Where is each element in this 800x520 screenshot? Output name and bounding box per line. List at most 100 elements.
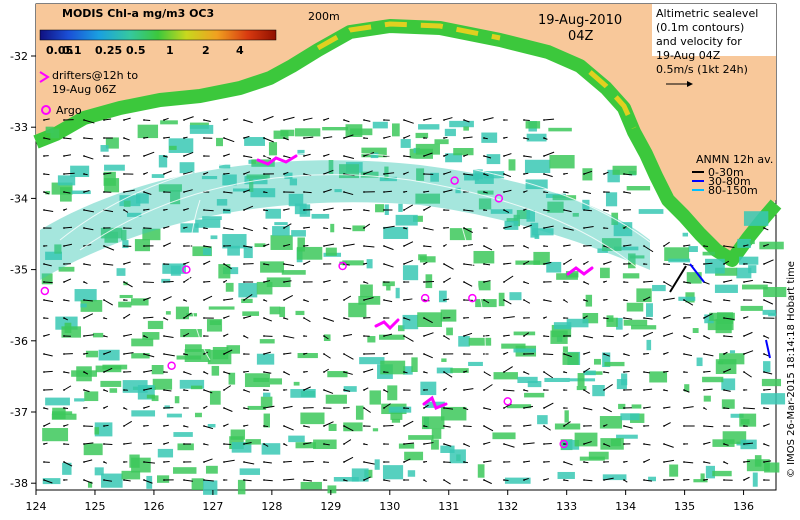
vector-origin	[83, 119, 85, 121]
chl-patch	[548, 127, 572, 132]
vector-origin	[603, 173, 605, 175]
chl-patch	[288, 435, 305, 443]
vector-origin	[403, 353, 405, 355]
vector-origin	[503, 209, 505, 211]
vector-origin	[223, 479, 225, 481]
chl-patch	[134, 239, 151, 252]
colorbar-tick-6: 4	[236, 44, 244, 57]
vector-origin	[43, 209, 45, 211]
chl-patch	[622, 273, 640, 279]
velocity-vector	[643, 317, 653, 320]
argo-markers	[40, 176, 568, 449]
vector-origin	[403, 137, 405, 139]
chl-patch	[279, 306, 286, 318]
vector-origin	[263, 263, 265, 265]
velocity-vector	[543, 425, 551, 431]
velocity-vector	[763, 371, 773, 375]
vector-origin	[323, 191, 325, 193]
chl-patch	[629, 255, 645, 259]
velocity-vector	[83, 334, 94, 337]
velocity-vector	[643, 458, 651, 463]
velocity-vector	[223, 298, 234, 301]
vector-origin	[383, 245, 385, 247]
coastal-high-chl	[316, 21, 637, 130]
vector-origin	[243, 389, 245, 391]
colorbar-tick-1: 0.1	[62, 44, 82, 57]
chl-patch	[417, 312, 443, 327]
chl-patch	[748, 265, 757, 274]
vector-origin	[43, 407, 45, 409]
vector-origin	[123, 407, 125, 409]
velocity-vector	[643, 245, 654, 253]
vector-origin	[423, 425, 425, 427]
x-tick-label-134: 134	[615, 500, 636, 513]
velocity-vector	[623, 425, 633, 429]
velocity-vector	[583, 226, 594, 229]
chl-patch	[440, 309, 457, 322]
velocity-vector	[363, 245, 375, 248]
chl-patch	[736, 267, 752, 279]
vector-origin	[363, 461, 365, 463]
chl-patch	[501, 343, 526, 349]
chl-patch	[190, 385, 203, 390]
velocity-vector	[363, 461, 375, 465]
vector-origin	[763, 281, 765, 283]
vector-origin	[63, 263, 65, 265]
velocity-vector	[563, 461, 573, 466]
vector-origin	[83, 263, 85, 265]
vector-origin	[463, 461, 465, 463]
chl-patch	[231, 442, 252, 453]
chl-patch	[631, 404, 642, 409]
velocity-vector	[123, 117, 131, 121]
velocity-vector	[443, 371, 453, 378]
vector-origin	[563, 407, 565, 409]
velocity-vector	[43, 173, 50, 176]
vector-origin	[423, 173, 425, 175]
vector-origin	[403, 461, 405, 463]
vector-origin	[523, 371, 525, 373]
x-axis: 124 125 126 127 128 129 130 131 132 133 134 135 136	[26, 490, 754, 513]
chl-patch	[759, 241, 784, 250]
chl-patch	[649, 371, 668, 383]
vector-origin	[663, 281, 665, 283]
vector-origin	[143, 353, 145, 355]
vector-origin	[463, 227, 465, 229]
vector-origin	[423, 353, 425, 355]
velocity-vector	[83, 313, 94, 319]
vector-origin	[283, 263, 285, 265]
velocity-vector	[283, 371, 291, 376]
velocity-vector	[223, 153, 230, 157]
chl-patch	[602, 352, 611, 368]
vector-origin	[623, 407, 625, 409]
velocity-vector	[103, 209, 114, 213]
chl-patch	[729, 350, 736, 354]
chl-patch	[189, 124, 214, 134]
vector-origin	[263, 119, 265, 121]
vector-origin	[43, 335, 45, 337]
chl-patch	[715, 267, 738, 276]
velocity-vector	[423, 353, 433, 359]
chl-patch	[207, 423, 216, 428]
vector-origin	[263, 209, 265, 211]
velocity-vector	[403, 458, 411, 463]
vector-origin	[743, 245, 745, 247]
vector-origin	[303, 191, 305, 193]
vector-origin	[623, 299, 625, 301]
vector-origin	[523, 335, 525, 337]
velocity-vector	[443, 479, 451, 485]
vector-origin	[223, 209, 225, 211]
vector-origin	[163, 137, 165, 139]
vector-origin	[543, 317, 545, 319]
velocity-vector	[323, 243, 335, 247]
velocity-vector	[723, 368, 732, 373]
chl-patch	[274, 222, 288, 226]
velocity-vector	[123, 313, 131, 319]
chl-patch	[537, 415, 548, 425]
vector-origin	[363, 371, 365, 373]
vector-origin	[643, 461, 645, 463]
vector-origin	[43, 137, 45, 139]
argo-legend-icon	[41, 105, 51, 115]
vector-origin	[443, 209, 445, 211]
chl-patch	[702, 251, 715, 256]
vector-origin	[483, 155, 485, 157]
